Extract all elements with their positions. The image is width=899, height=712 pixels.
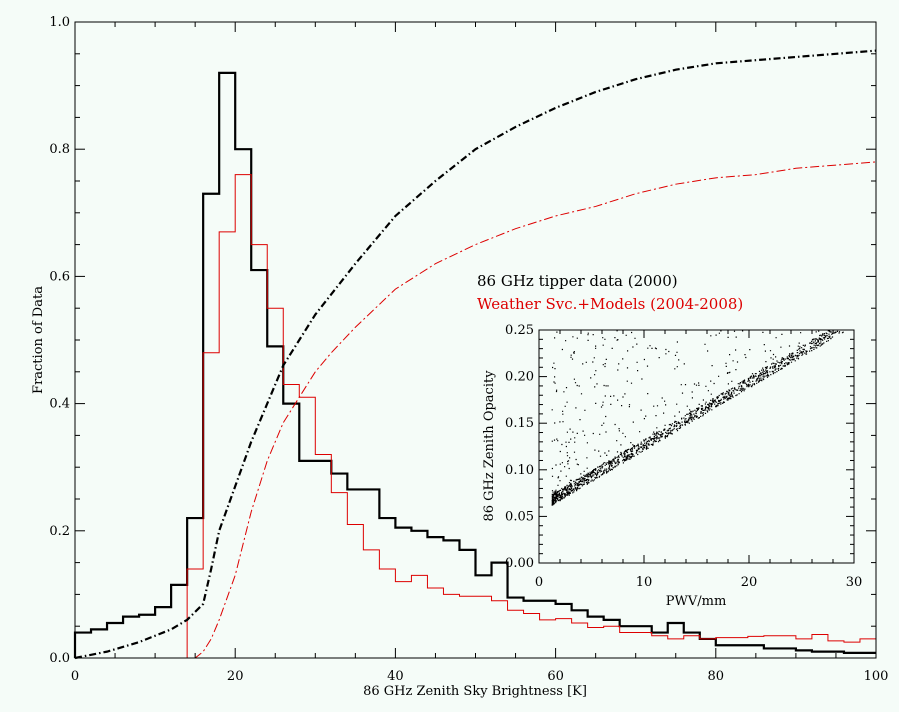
inset-x-tick-label: 30: [846, 575, 863, 590]
series-cumulative-models: [75, 161, 877, 659]
main-x-axis-label: 86 GHz Zenith Sky Brightness [K]: [363, 684, 587, 699]
main-y-tick-label: 0.8: [49, 142, 70, 157]
inset-scatter-points: [551, 330, 844, 506]
main-x-tick-label: 100: [864, 669, 889, 684]
inset-y-tick-label: 0.20: [505, 370, 534, 385]
inset-x-tick-label: 10: [636, 575, 653, 590]
series-histogram-models: [75, 174, 876, 659]
inset-x-tick-label: 20: [741, 575, 758, 590]
main-y-tick-label: 0.2: [49, 524, 70, 539]
inset-scatter-layer: [551, 330, 844, 506]
inset-y-tick-label: 0.15: [505, 416, 534, 431]
main-y-tick-label: 0.6: [49, 269, 70, 284]
inset-plot: 0 10 20 30 0.00 0.05 0.10 0.15 0.20 0.25 PWV/mm 8…: [482, 323, 862, 609]
main-x-tick-label: 60: [547, 669, 564, 684]
main-y-tick-label: 0.4: [49, 397, 70, 412]
inset-y-tick-label: 0.00: [505, 556, 534, 571]
inset-plot-frame: [538, 329, 855, 564]
main-x-tick-label: 40: [387, 669, 404, 684]
main-series-layer: [73, 49, 877, 660]
inset-plot-background: [539, 330, 854, 563]
main-x-tick-label: 0: [71, 669, 79, 684]
main-y-tick-label: 0.0: [49, 651, 70, 666]
legend-tipper-label: 86 GHz tipper data (2000): [477, 272, 678, 290]
main-y-axis-label: Fraction of Data: [31, 286, 46, 394]
inset-x-axis-label: PWV/mm: [666, 594, 727, 609]
main-x-tick-label: 80: [708, 669, 725, 684]
main-y-tick-label: 1.0: [49, 15, 70, 30]
inset-y-axis-label: 86 GHz Zenith Opacity: [482, 370, 497, 522]
inset-y-tick-label: 0.10: [505, 463, 534, 478]
main-x-tick-label: 20: [227, 669, 244, 684]
legend-models-label: Weather Svc.+Models (2004-2008): [477, 295, 743, 313]
inset-y-tick-label: 0.25: [505, 323, 534, 338]
inset-x-tick-label: 0: [535, 575, 543, 590]
inset-y-tick-label: 0.05: [505, 509, 534, 524]
inset-ticks: 0 10 20 30 0.00 0.05 0.10 0.15 0.20 0.25: [505, 323, 862, 590]
